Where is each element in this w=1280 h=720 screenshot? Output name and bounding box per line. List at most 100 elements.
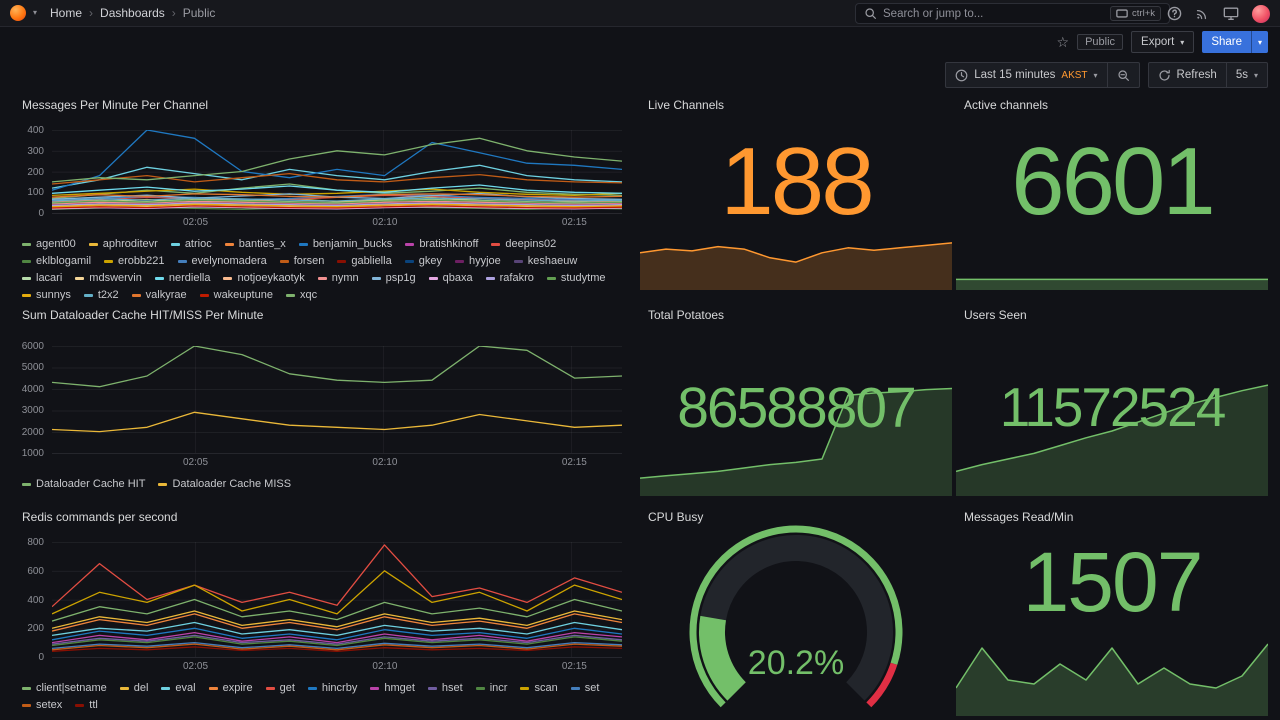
y-axis-labels: 800 600 400 200 0 bbox=[16, 537, 44, 663]
users-seen-sparkline bbox=[956, 384, 1268, 496]
legend-item[interactable]: wakeuptune bbox=[199, 288, 273, 303]
cpu-busy-value: 20.2% bbox=[747, 644, 845, 682]
legend-item[interactable]: gabliella bbox=[337, 254, 392, 269]
legend-swatch bbox=[177, 260, 187, 263]
refresh-interval-picker[interactable]: 5s ▾ bbox=[1225, 63, 1267, 87]
legend-item[interactable]: lacari bbox=[22, 271, 62, 286]
legend-item[interactable]: psp1g bbox=[371, 271, 416, 286]
legend-label: forsen bbox=[293, 255, 325, 267]
search-input[interactable]: Search or jump to... ctrl+k bbox=[855, 3, 1170, 24]
legend-item[interactable]: sunnys bbox=[22, 288, 71, 303]
export-button[interactable]: Export ▾ bbox=[1131, 31, 1195, 53]
y-tick-label: 6000 bbox=[21, 341, 44, 352]
legend-swatch bbox=[161, 687, 171, 690]
org-switcher-caret-icon[interactable]: ▾ bbox=[33, 8, 38, 17]
panel-title[interactable]: Messages Read/Min bbox=[964, 510, 1074, 524]
breadcrumb-home[interactable]: Home bbox=[50, 6, 83, 20]
legend-item[interactable]: Dataloader Cache MISS bbox=[158, 477, 291, 492]
vertical-gridline bbox=[382, 542, 384, 657]
x-tick-label: 02:10 bbox=[372, 217, 398, 228]
panel-messages-per-minute: Messages Per Minute Per Channel 400 300 20… bbox=[8, 90, 634, 301]
breadcrumb-public[interactable]: Public bbox=[182, 6, 216, 20]
legend-label: bratishkinoff bbox=[419, 238, 479, 250]
legend-item[interactable]: incr bbox=[475, 681, 507, 696]
time-range-picker[interactable]: Last 15 minutes AKST ▾ bbox=[946, 63, 1106, 87]
redis-line-chart[interactable] bbox=[52, 542, 622, 657]
share-button[interactable]: Share bbox=[1202, 31, 1251, 53]
legend-item[interactable]: set bbox=[570, 681, 600, 696]
legend-item[interactable]: gkey bbox=[404, 254, 442, 269]
panel-title[interactable]: Redis commands per second bbox=[22, 510, 178, 524]
legend-item[interactable]: evelynomadera bbox=[177, 254, 267, 269]
legend-swatch bbox=[485, 277, 495, 280]
legend-item[interactable]: aphroditevr bbox=[88, 237, 158, 252]
panel-title[interactable]: Messages Per Minute Per Channel bbox=[22, 98, 209, 112]
legend-item[interactable]: mdswervin bbox=[75, 271, 142, 286]
y-tick-label: 4000 bbox=[21, 383, 44, 395]
legend-label: aphroditevr bbox=[102, 238, 158, 250]
legend-item[interactable]: expire bbox=[208, 681, 253, 696]
panel-title[interactable]: Sum Dataloader Cache HIT/MISS Per Minute bbox=[22, 308, 264, 322]
legend-item[interactable]: client|setname bbox=[22, 681, 107, 696]
legend-item[interactable]: valkyrae bbox=[131, 288, 187, 303]
breadcrumb-dashboards[interactable]: Dashboards bbox=[100, 6, 165, 20]
legend-item[interactable]: eval bbox=[161, 681, 196, 696]
monitor-icon[interactable] bbox=[1223, 6, 1239, 21]
plot-area bbox=[52, 542, 622, 658]
star-button[interactable]: ☆ bbox=[1056, 34, 1070, 50]
y-axis-labels: 400 300 200 100 0 bbox=[16, 125, 44, 219]
legend-item[interactable]: banties_x bbox=[224, 237, 286, 252]
user-avatar[interactable] bbox=[1252, 4, 1270, 23]
legend-item[interactable]: keshaeuw bbox=[513, 254, 577, 269]
legend-item[interactable]: forsen bbox=[279, 254, 325, 269]
legend-item[interactable]: agent00 bbox=[22, 237, 76, 252]
legend-item[interactable]: hset bbox=[427, 681, 463, 696]
legend-item[interactable]: atrioc bbox=[170, 237, 212, 252]
panel-title[interactable]: CPU Busy bbox=[648, 510, 704, 524]
legend-item[interactable]: ttl bbox=[75, 698, 98, 713]
panel-title[interactable]: Users Seen bbox=[964, 308, 1027, 322]
vertical-gridline bbox=[382, 346, 384, 453]
panel-title[interactable]: Active channels bbox=[964, 98, 1049, 112]
refresh-button[interactable]: Refresh bbox=[1149, 63, 1226, 87]
help-icon[interactable] bbox=[1167, 6, 1182, 21]
panel-title[interactable]: Total Potatoes bbox=[648, 308, 725, 322]
dataloader-line-chart[interactable] bbox=[52, 346, 622, 453]
legend-item[interactable]: hmget bbox=[370, 681, 415, 696]
legend-swatch bbox=[307, 687, 317, 690]
legend-item[interactable]: setex bbox=[22, 698, 62, 713]
legend-item[interactable]: del bbox=[119, 681, 148, 696]
panel-title[interactable]: Live Channels bbox=[648, 98, 725, 112]
legend-item[interactable]: Dataloader Cache HIT bbox=[22, 477, 145, 492]
legend-swatch bbox=[22, 277, 31, 280]
grafana-logo-icon[interactable] bbox=[10, 5, 26, 21]
legend-item[interactable]: scan bbox=[520, 681, 558, 696]
x-tick-label: 02:15 bbox=[561, 217, 587, 228]
messages-line-chart[interactable] bbox=[52, 130, 622, 213]
legend-item[interactable]: get bbox=[265, 681, 295, 696]
dashboard-tag[interactable]: Public bbox=[1077, 34, 1124, 50]
legend-swatch bbox=[285, 294, 295, 297]
legend-item[interactable]: erobb221 bbox=[104, 254, 165, 269]
legend-item[interactable]: rafakro bbox=[485, 271, 534, 286]
legend-item[interactable]: hincrby bbox=[307, 681, 357, 696]
legend-item[interactable]: studytme bbox=[546, 271, 606, 286]
legend-item[interactable]: benjamin_bucks bbox=[298, 237, 392, 252]
panel-live-channels: Live Channels 188 bbox=[640, 90, 952, 290]
zoom-out-button[interactable] bbox=[1106, 63, 1139, 87]
rss-icon[interactable] bbox=[1195, 6, 1210, 21]
legend-item[interactable]: eklblogamil bbox=[22, 254, 91, 269]
legend-item[interactable]: t2x2 bbox=[83, 288, 119, 303]
legend-item[interactable]: bratishkinoff bbox=[405, 237, 478, 252]
legend-item[interactable]: notjoeykaotyk bbox=[223, 271, 305, 286]
legend-item[interactable]: deepins02 bbox=[491, 237, 556, 252]
legend-label: set bbox=[584, 682, 600, 694]
legend-item[interactable]: nymn bbox=[317, 271, 359, 286]
legend-item[interactable]: qbaxa bbox=[428, 271, 473, 286]
legend-label: sunnys bbox=[36, 289, 71, 301]
dataloader-chart-area: 6000 5000 4000 3000 2000 1000 bbox=[22, 341, 622, 459]
legend-item[interactable]: xqc bbox=[285, 288, 317, 303]
legend-item[interactable]: hyyjoe bbox=[454, 254, 501, 269]
share-caret-button[interactable]: ▾ bbox=[1251, 31, 1268, 53]
legend-item[interactable]: nerdiella bbox=[154, 271, 210, 286]
